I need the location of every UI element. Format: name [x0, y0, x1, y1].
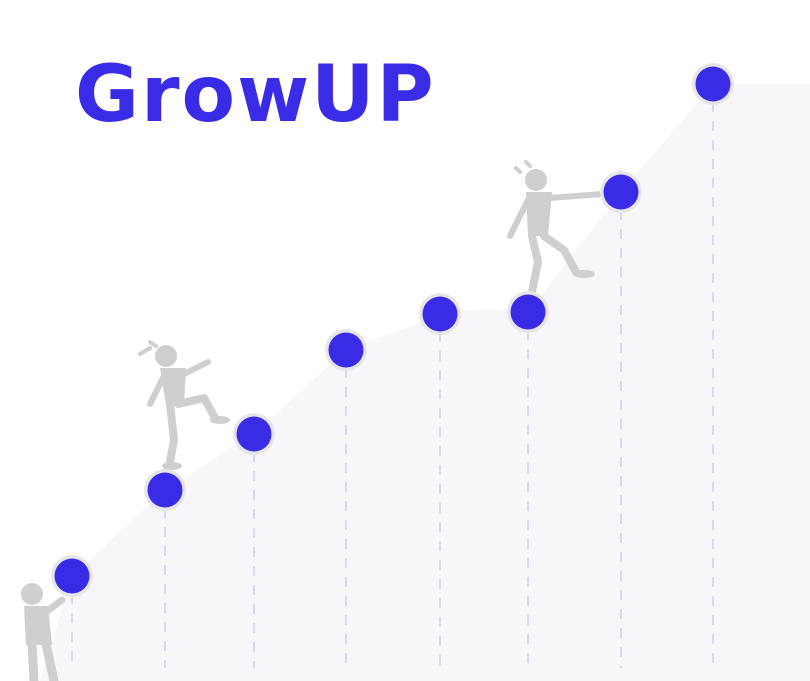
child-climber-silhouette [21, 583, 66, 681]
growth-marker [507, 291, 549, 333]
growth-marker [51, 555, 93, 597]
growth-marker [144, 469, 186, 511]
growth-marker [233, 413, 275, 455]
growth-marker [419, 293, 461, 335]
growth-marker [600, 171, 642, 213]
growth-marker [325, 329, 367, 371]
girl-climber-silhouette [138, 340, 230, 470]
brand-title: GrowUP [75, 50, 436, 140]
woman-climber-silhouette [507, 160, 605, 300]
growth-area [40, 84, 810, 681]
growth-marker [692, 63, 734, 105]
